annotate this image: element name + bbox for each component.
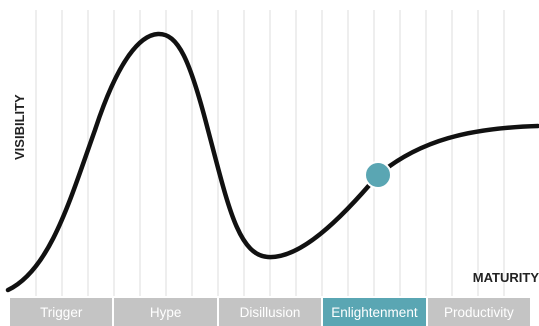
current-position-marker	[364, 161, 392, 189]
phase-enlightenment: Enlightenment	[323, 298, 428, 326]
phase-productivity: Productivity	[427, 298, 531, 326]
phase-disillusion: Disillusion	[218, 298, 324, 326]
phase-hype: Hype	[114, 298, 219, 326]
phase-trigger: Trigger	[10, 298, 115, 326]
y-axis-label: VISIBILITY	[12, 94, 27, 160]
x-axis-label: MATURITY	[473, 270, 539, 285]
phase-bar: Trigger Hype Disillusion Enlightenment P…	[10, 298, 531, 326]
vertical-grid-lines	[35, 10, 505, 296]
